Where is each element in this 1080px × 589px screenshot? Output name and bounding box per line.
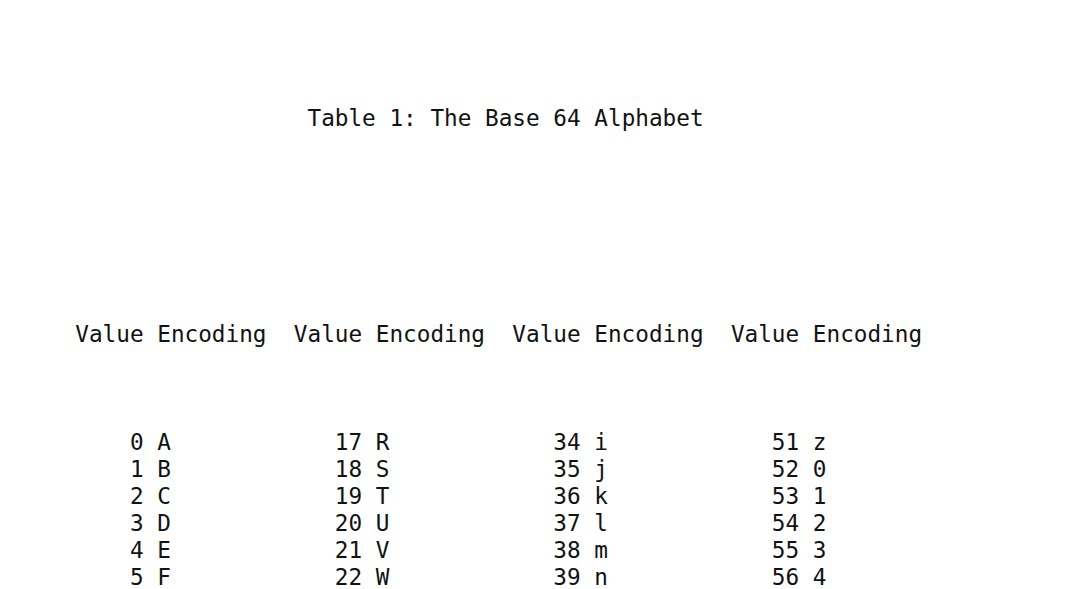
encoding-cell: B: [157, 456, 266, 483]
column-group-3: 35 j: [512, 456, 703, 483]
column-group-1: 1B: [75, 456, 266, 483]
encoding-cell: 3: [813, 537, 922, 564]
table-row: 0A 17 R 34 i 51 z: [7, 429, 1080, 456]
value-cell: 36: [512, 483, 580, 510]
encoding-cell: T: [376, 483, 485, 510]
value-cell: 55: [731, 537, 799, 564]
encoding-cell: 0: [813, 456, 922, 483]
table-body: 0A17R34i51z1B18S35j5202C19T36k5313D20U37…: [7, 429, 1080, 589]
encoding-cell: F: [157, 564, 266, 589]
value-cell: 20: [294, 510, 362, 537]
column-group-4: 53 1: [731, 483, 922, 510]
encoding-cell: E: [157, 537, 266, 564]
encoding-cell: A: [157, 429, 266, 456]
encoding-column-header: Encoding: [594, 321, 703, 348]
table-header-row: Value Encoding Value Encoding Value Encodin…: [7, 321, 1080, 348]
table-title: Table 1: The Base 64 Alphabet: [307, 105, 1080, 132]
encoding-cell: V: [376, 537, 485, 564]
encoding-cell: 2: [813, 510, 922, 537]
value-cell: 22: [294, 564, 362, 589]
column-group-4: 51 z: [731, 429, 922, 456]
column-group-2: 17 R: [294, 429, 485, 456]
encoding-cell: W: [376, 564, 485, 589]
column-group-3: 34 i: [512, 429, 703, 456]
value-cell: 19: [294, 483, 362, 510]
column-group-1: 0A: [75, 429, 266, 456]
value-cell: 56: [731, 564, 799, 589]
value-cell: 39: [512, 564, 580, 589]
value-cell: 52: [731, 456, 799, 483]
value-cell: 18: [294, 456, 362, 483]
column-group-2: 21 V: [294, 537, 485, 564]
encoding-cell: k: [594, 483, 703, 510]
value-cell: 1: [75, 456, 143, 483]
header-group-1: Value Encoding: [75, 321, 266, 348]
column-group-1: 5F: [75, 564, 266, 589]
value-column-header: Value: [731, 321, 799, 348]
encoding-cell: i: [594, 429, 703, 456]
spacer-line: [7, 213, 1080, 240]
page: Table 1: The Base 64 Alphabet Value Encod…: [0, 0, 1080, 589]
encoding-cell: 1: [813, 483, 922, 510]
encoding-cell: j: [594, 456, 703, 483]
value-cell: 21: [294, 537, 362, 564]
value-cell: 53: [731, 483, 799, 510]
column-group-3: 38 m: [512, 537, 703, 564]
encoding-cell: z: [813, 429, 922, 456]
value-cell: 4: [75, 537, 143, 564]
table-row: 3D 20 U 37 l 54 2: [7, 510, 1080, 537]
value-cell: 34: [512, 429, 580, 456]
value-cell: 5: [75, 564, 143, 589]
value-column-header: Value: [294, 321, 362, 348]
encoding-cell: 4: [813, 564, 922, 589]
header-group-3: Value Encoding: [512, 321, 703, 348]
encoding-cell: U: [376, 510, 485, 537]
encoding-cell: m: [594, 537, 703, 564]
table-row: 5F 22 W 39 n 56 4: [7, 564, 1080, 589]
column-group-1: 4E: [75, 537, 266, 564]
column-group-2: 22 W: [294, 564, 485, 589]
column-group-3: 36 k: [512, 483, 703, 510]
table-row: 2C 19 T 36 k 53 1: [7, 483, 1080, 510]
column-group-4: 56 4: [731, 564, 922, 589]
column-group-1: 3D: [75, 510, 266, 537]
value-cell: 37: [512, 510, 580, 537]
value-cell: 2: [75, 483, 143, 510]
column-group-3: 37 l: [512, 510, 703, 537]
encoding-cell: R: [376, 429, 485, 456]
column-group-1: 2C: [75, 483, 266, 510]
value-cell: 54: [731, 510, 799, 537]
encoding-column-header: Encoding: [813, 321, 922, 348]
table-row: 4E 21 V 38 m 55 3: [7, 537, 1080, 564]
column-group-4: 52 0: [731, 456, 922, 483]
encoding-column-header: Encoding: [157, 321, 266, 348]
value-cell: 0: [75, 429, 143, 456]
header-group-2: Value Encoding: [294, 321, 485, 348]
encoding-cell: l: [594, 510, 703, 537]
value-column-header: Value: [512, 321, 580, 348]
column-group-4: 54 2: [731, 510, 922, 537]
value-column-header: Value: [75, 321, 143, 348]
value-cell: 38: [512, 537, 580, 564]
encoding-cell: n: [594, 564, 703, 589]
encoding-cell: S: [376, 456, 485, 483]
value-cell: 35: [512, 456, 580, 483]
encoding-cell: D: [157, 510, 266, 537]
value-cell: 51: [731, 429, 799, 456]
column-group-4: 55 3: [731, 537, 922, 564]
encoding-column-header: Encoding: [376, 321, 485, 348]
table-row: 1B 18 S 35 j 52 0: [7, 456, 1080, 483]
header-group-4: Value Encoding: [731, 321, 922, 348]
value-cell: 17: [294, 429, 362, 456]
column-group-2: 20 U: [294, 510, 485, 537]
column-group-3: 39 n: [512, 564, 703, 589]
value-cell: 3: [75, 510, 143, 537]
base64-alphabet-document: Table 1: The Base 64 Alphabet Value Encod…: [0, 0, 1080, 589]
column-group-2: 18 S: [294, 456, 485, 483]
encoding-cell: C: [157, 483, 266, 510]
column-group-2: 19 T: [294, 483, 485, 510]
